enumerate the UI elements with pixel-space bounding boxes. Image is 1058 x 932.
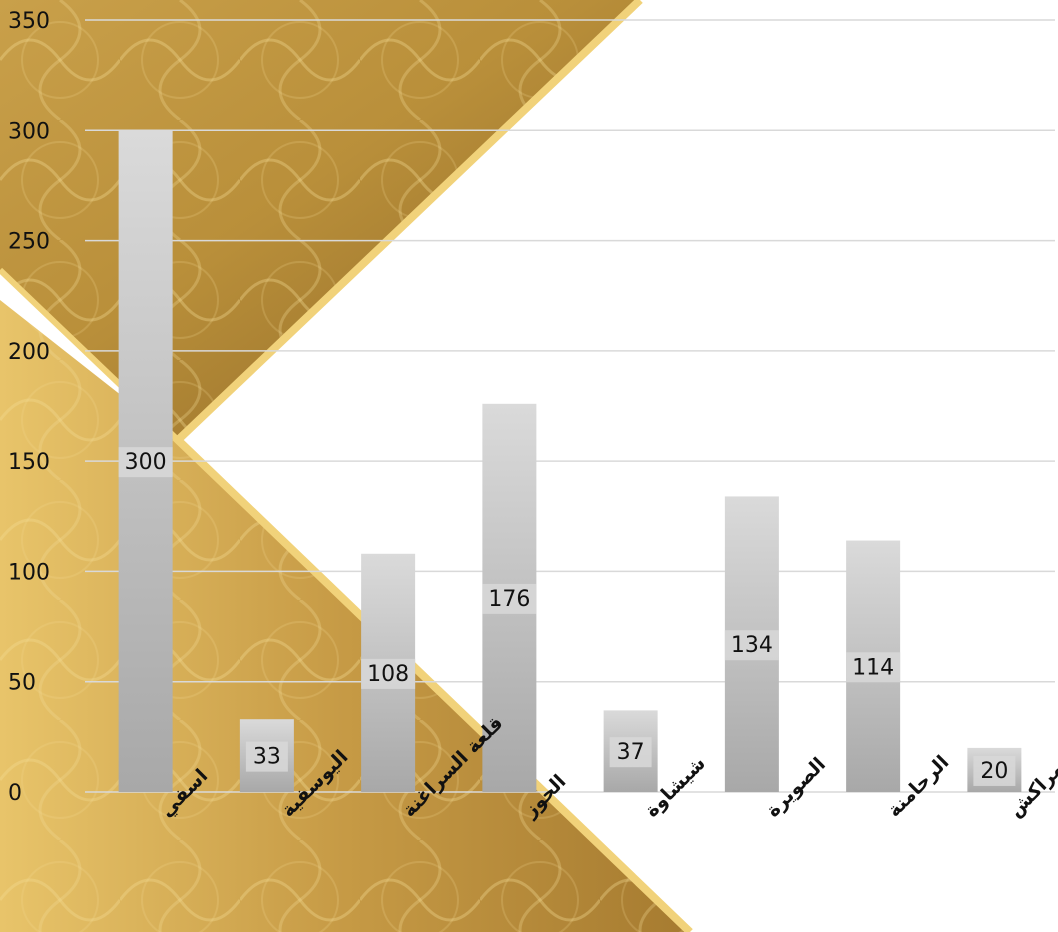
data-label-bg-7 [973,755,1016,786]
data-label-4: 37 [617,740,645,765]
data-label-6: 114 [852,655,894,680]
data-label-3: 176 [488,587,530,612]
data-label-5: 134 [731,633,773,658]
y-tick-label: 100 [8,560,50,585]
data-label-bg-3 [482,583,537,614]
data-label-bg-2 [361,658,416,689]
data-label-7: 20 [980,759,1008,784]
y-tick-label: 200 [8,340,50,365]
y-tick-label: 150 [8,450,50,475]
data-label-1: 33 [253,745,281,770]
data-label-bg-6 [846,652,901,683]
data-label-0: 300 [125,450,167,475]
y-tick-label: 300 [8,119,50,144]
data-label-2: 108 [367,662,409,687]
gold-pattern-upper [0,0,640,440]
y-tick-label: 250 [8,230,50,255]
data-label-bg-1 [245,741,288,772]
data-label-bg-0 [118,447,173,478]
data-labels: 300 33 108 176 37 134 114 20 [118,447,1016,786]
data-label-bg-4 [609,737,652,768]
y-axis: 0 50 100 150 200 250 300 350 [8,9,50,806]
y-tick-label: 350 [8,9,50,34]
y-tick-label: 50 [8,671,36,696]
y-tick-label: 0 [8,781,22,806]
data-label-bg-5 [724,630,779,661]
